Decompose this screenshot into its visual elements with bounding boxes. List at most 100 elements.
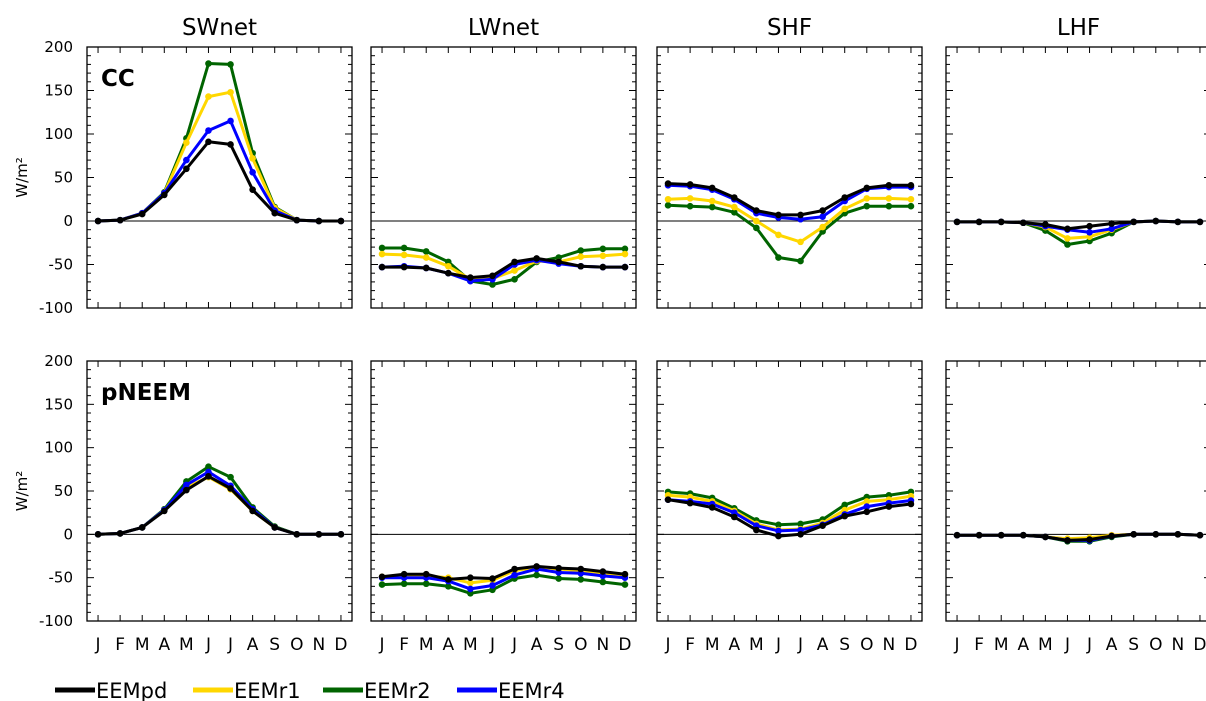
series-line-eempd [667,498,912,538]
x-tick-label: D [334,635,347,655]
y-tick-label: 0 [63,525,73,543]
data-point [138,210,146,218]
data-point [94,531,102,538]
data-point [1064,235,1071,242]
data-point [708,197,716,205]
data-point [1174,218,1182,226]
data-point [400,570,408,578]
data-point [885,202,893,210]
data-point [1086,222,1093,230]
data-point [797,531,804,538]
data-point [885,195,893,202]
data-point [400,580,408,588]
data-point [444,576,452,583]
data-point [227,473,234,481]
svg-text:W/m²: W/m² [13,471,31,512]
legend-entry-eempd: EEMpd [55,679,167,701]
series-line-eemr1 [97,475,341,536]
x-tick-label: N [597,635,610,655]
x-tick-label: S [553,635,564,655]
data-point [730,209,738,216]
panel-frame [370,46,637,309]
x-tick-label: S [1128,635,1139,655]
data-point [555,575,563,582]
x-tick-label: A [247,635,259,655]
panel-title-lhf: LHF [1057,15,1100,41]
data-point [1064,241,1071,248]
x-tick-label: O [574,635,587,655]
data-point [467,574,474,581]
data-point [94,217,102,225]
data-point [577,565,585,573]
x-tick-label: J [489,635,495,655]
legend-label: EEMpd [96,679,167,701]
data-point [467,274,474,281]
data-point [467,579,474,587]
row-label-pneem: pNEEM [101,380,191,406]
data-point [997,531,1005,539]
data-point [511,565,518,573]
series-line-eemr2 [957,219,1200,246]
data-point [1086,536,1093,543]
data-point [205,138,212,146]
y-tick-label: -50 [49,256,74,274]
x-tick-label: F [399,635,409,655]
x-tick-label: J [954,635,960,655]
data-point [555,258,563,266]
data-point [819,213,826,220]
series-line-eemr1 [381,565,626,585]
y-tick-label: 50 [54,169,73,187]
x-tick-label: J [227,635,233,655]
data-point [621,245,629,253]
series-line-eemr1 [667,196,912,244]
series-line-eempd [97,140,341,223]
data-point [489,575,496,582]
data-point [1019,219,1027,227]
data-point [621,570,629,578]
data-point [205,463,212,471]
data-point [315,531,323,538]
data-point [378,263,386,271]
y-tick-label: 200 [44,38,73,56]
data-point [863,202,871,210]
data-point [533,571,540,579]
x-tick-label: N [883,635,896,655]
data-point [1042,533,1049,541]
x-tick-label: J [511,635,517,655]
data-point [1064,225,1071,233]
legend-label: EEMr4 [498,679,565,701]
data-point [997,218,1005,226]
data-point [577,262,585,270]
data-point [227,117,234,125]
data-point [511,571,518,579]
data-point [863,508,871,516]
y-tick-label: -100 [39,612,73,630]
data-point [753,526,760,534]
data-point [1196,531,1204,539]
data-point [797,238,804,246]
data-point [621,263,629,271]
data-point [205,472,212,480]
data-point [797,257,804,265]
data-point [953,218,961,226]
data-point [775,231,782,239]
panel-frame [86,360,353,622]
data-point [599,252,607,260]
x-tick-label: D [1193,635,1206,655]
data-point [116,216,124,224]
data-point [227,141,234,148]
data-point [444,269,452,277]
series-line-eempd [957,532,1201,542]
data-point [863,498,871,505]
panel-title-shf: SHF [767,15,812,41]
x-tick-label: S [839,635,850,655]
series-line-eempd [382,256,625,280]
data-point [1130,531,1138,538]
data-point [599,578,607,586]
data-point [1130,218,1138,226]
data-point [138,524,146,531]
x-tick-label: F [974,635,984,655]
data-point [730,513,738,521]
x-tick-label: A [158,635,170,655]
data-point [775,211,782,219]
